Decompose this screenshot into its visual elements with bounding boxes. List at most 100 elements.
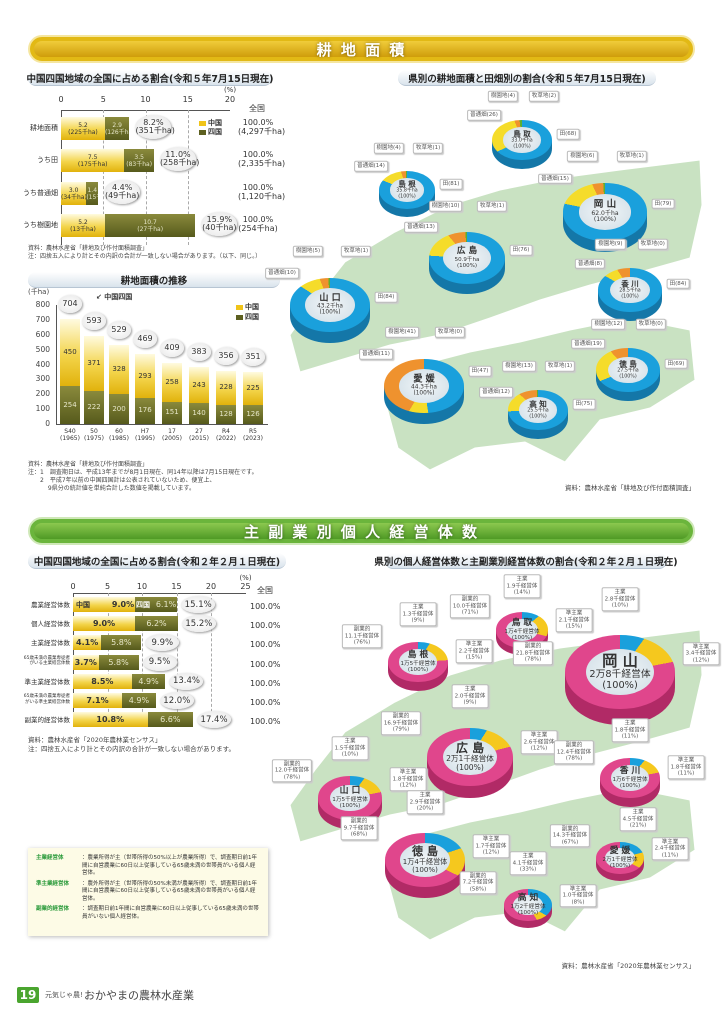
slice-label: 普通畑(19) xyxy=(571,338,605,349)
banner-title: 耕 地 面 積 xyxy=(316,40,407,59)
bar-chugoku: 3.0 (34千ha) xyxy=(61,182,87,205)
bar-chugoku: 7.5 (175千ha) xyxy=(61,149,125,172)
total-bubble: 15.1% xyxy=(181,596,216,613)
total-bubble: 11.0% (258千ha) xyxy=(159,147,199,171)
axis-tick-label: 20 xyxy=(205,582,217,591)
y-tick-label: 200 xyxy=(35,389,50,399)
prefecture-total: 44.3千ha xyxy=(411,384,437,391)
row-label: 個人経営体数 xyxy=(31,620,70,629)
total-bubble: 12.0% xyxy=(159,692,194,709)
row-label: 65歳未満の農業専従者がいる準主業経営体数 xyxy=(23,694,70,705)
donut-center-label: 高 知 1万2千経営体 (100%) xyxy=(510,893,546,916)
slice-label: 普通畑(11) xyxy=(359,348,393,360)
bar-shikoku: 4.9% xyxy=(131,673,166,689)
prefecture-percent: (100%) xyxy=(398,194,416,200)
prefecture-percent: (100%) xyxy=(412,865,438,875)
prefecture-name: 山 口 xyxy=(319,293,341,304)
slice-label: 田(76) xyxy=(509,245,533,256)
donut-hole xyxy=(513,894,543,916)
x-tick-label: S40 (1965) xyxy=(60,428,80,442)
national-value: 100.0% xyxy=(250,602,281,611)
y-tick-label: 0 xyxy=(45,419,50,428)
slice-label: 田(84) xyxy=(374,291,398,303)
chart3-note: 資料：農林水産省「2020年農林業センサス」 xyxy=(28,736,162,744)
map1-source: 資料：農林水産省「耕地及び作付面積調査」 xyxy=(565,484,695,492)
total-bubble: 593 xyxy=(82,311,106,330)
axis-unit: (%) xyxy=(239,574,252,582)
chart2-note: 2 平成7年以前の中国四国計は公表されていないため、便宜上、 xyxy=(28,477,216,484)
donut-hole xyxy=(610,276,650,304)
slice-label: 普通畑(12) xyxy=(479,386,513,398)
definition-term: 副業的経営体 xyxy=(36,906,70,912)
chart2-note: 資料：農林水産省「耕地及び作付面積調査」 xyxy=(28,461,149,468)
chart2-note: 注：1 調査期日は、平成13年までが8月1日現在、同14年以降は7月15日現在で… xyxy=(28,469,258,476)
slice-label: 田(75) xyxy=(572,398,596,410)
prefecture-total: 1万2千経営体 xyxy=(510,903,546,910)
prefecture-total: 2万1千経営体 xyxy=(446,754,494,764)
bar-chugoku: 328 xyxy=(109,345,129,395)
slice-label: 普通畑(13) xyxy=(404,222,438,233)
bar-shikoku: 151 xyxy=(162,401,182,424)
donut-center-label: 鳥 取 33.0千ha (100%) xyxy=(511,130,532,150)
definition-semi: 準主業経営体 ：農外所得が主（世帯所得の50%未満が農業所得）で、調査期日前1年間… xyxy=(36,881,260,904)
definition-term: 主業経営体 xyxy=(36,855,64,861)
slice-label: 牧草地(2) xyxy=(528,90,560,102)
x-tick-label: H7 (1995) xyxy=(135,428,155,442)
bar-chugoku: 4.1% xyxy=(73,635,102,651)
slice-label: 副業的 10.0千経営体 (71%) xyxy=(449,594,491,619)
donut-center-label: 岡 山 2万8千経営体 (100%) xyxy=(589,653,650,691)
row-label: うち田 xyxy=(37,156,58,164)
x-tick-label: R4 (2022) xyxy=(216,428,236,442)
legend-chugoku: 中国 xyxy=(236,302,259,312)
national-value: 100.0% xyxy=(250,717,281,727)
row-label: 主業経営体数 xyxy=(31,639,70,648)
slice-label: 田(84) xyxy=(666,278,690,289)
national-header: 全国 xyxy=(257,586,273,595)
x-axis xyxy=(56,424,268,425)
bar-shikoku: 5.8% xyxy=(101,635,142,651)
slice-label: 牧草地(0) xyxy=(635,318,666,330)
donut-hole xyxy=(505,619,539,641)
national-value: 100.0% (254千ha) xyxy=(238,215,278,233)
total-bubble: 356 xyxy=(214,347,238,366)
donut-hole xyxy=(443,738,497,776)
legend-chugoku: 中国 xyxy=(199,118,222,128)
axis-tick-label: 20 xyxy=(224,95,236,104)
definition-desc: ：調査期日前1年間に自営農業に60日以上従事している65歳未満の世帯員がいない個… xyxy=(82,906,259,920)
total-bubble: 13.4% xyxy=(169,672,204,690)
bar-shikoku: 2.9 (126千ha) xyxy=(104,117,130,140)
chart1-note: 資料：農林水産省「耕地及び作付面積調査」 xyxy=(28,245,149,252)
row-label: 耕地面積 xyxy=(30,124,58,132)
slice-label: 普通畑(26) xyxy=(467,109,501,121)
axis-tick-label: 5 xyxy=(104,582,111,591)
slice-label: 普通畑(10) xyxy=(265,267,299,279)
bar-shikoku: 1.4 (15千ha) xyxy=(86,182,99,205)
total-bubble: 704 xyxy=(58,295,82,314)
prefecture-percent: (100%) xyxy=(517,909,539,916)
donut-hole xyxy=(608,356,648,384)
prefecture-name: 愛 媛 xyxy=(609,846,631,857)
slice-label: 普通畑(8) xyxy=(574,258,606,269)
bar-chugoku: 5.2 (13千ha) xyxy=(61,214,105,237)
donut-hole xyxy=(399,649,437,675)
bar-shikoku: 10.7 (27千ha) xyxy=(104,214,196,237)
prefecture-total: 1万6千経営体 xyxy=(612,776,648,783)
donut-hole xyxy=(585,648,655,696)
x-tick-label: 60 (1985) xyxy=(109,428,129,442)
donut-center-label: 香 川 28.5千ha (100%) xyxy=(619,280,640,300)
gridline xyxy=(145,110,147,245)
y-tick-label: 600 xyxy=(35,329,50,339)
prefecture-percent: (100%) xyxy=(619,374,637,380)
slice-label: 牧草地(0) xyxy=(434,326,466,338)
prefecture-name: 徳 島 xyxy=(411,845,439,859)
prefecture-percent: (100%) xyxy=(413,391,435,397)
bar-chugoku: 258 xyxy=(162,363,182,402)
prefecture-total: 27.5千ha xyxy=(617,368,639,374)
donut-hole xyxy=(611,765,649,791)
chart3-note: 注：四捨五入により計とその内訳の合計が一致しない場合があります。 xyxy=(28,745,236,753)
donut-hole xyxy=(443,241,491,274)
prefecture-name: 島 根 xyxy=(407,650,429,661)
prefecture-percent: (100%) xyxy=(529,414,547,420)
bar-chugoku: 450 xyxy=(60,319,80,387)
donut-hole xyxy=(519,397,557,423)
